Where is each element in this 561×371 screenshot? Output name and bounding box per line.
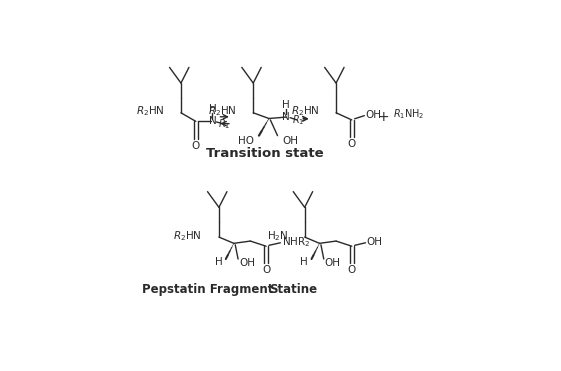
Text: Statine: Statine [269,283,318,296]
Text: N: N [282,112,290,122]
Text: OH: OH [283,136,298,146]
Text: +: + [378,110,389,124]
Text: $R_1$: $R_1$ [218,117,231,131]
Text: H: H [215,257,222,267]
Text: Transition state: Transition state [206,147,324,160]
Text: H: H [209,104,216,114]
Text: NHR$_2$: NHR$_2$ [282,235,310,249]
Text: O: O [348,139,356,149]
Text: $R_2$HN: $R_2$HN [291,105,320,118]
Text: OH: OH [367,237,383,247]
Text: Pepstatin Fragment: Pepstatin Fragment [142,283,273,296]
Text: $R_2$HN: $R_2$HN [173,229,202,243]
Text: H$_2$N: H$_2$N [268,229,289,243]
Text: O: O [262,265,270,275]
Text: O: O [348,265,356,275]
Text: $R_2$HN: $R_2$HN [208,105,237,118]
Text: $R_1$NH$_2$: $R_1$NH$_2$ [393,108,425,121]
Text: $R_1$: $R_1$ [292,114,304,127]
Text: OH: OH [366,110,381,120]
Text: H: H [300,257,308,267]
Text: N: N [209,116,216,127]
Text: $R_2$HN: $R_2$HN [136,105,164,118]
Text: HO: HO [238,136,254,146]
Text: H: H [282,100,290,110]
Text: OH: OH [239,258,255,268]
Text: O: O [192,141,200,151]
Text: OH: OH [325,258,341,268]
